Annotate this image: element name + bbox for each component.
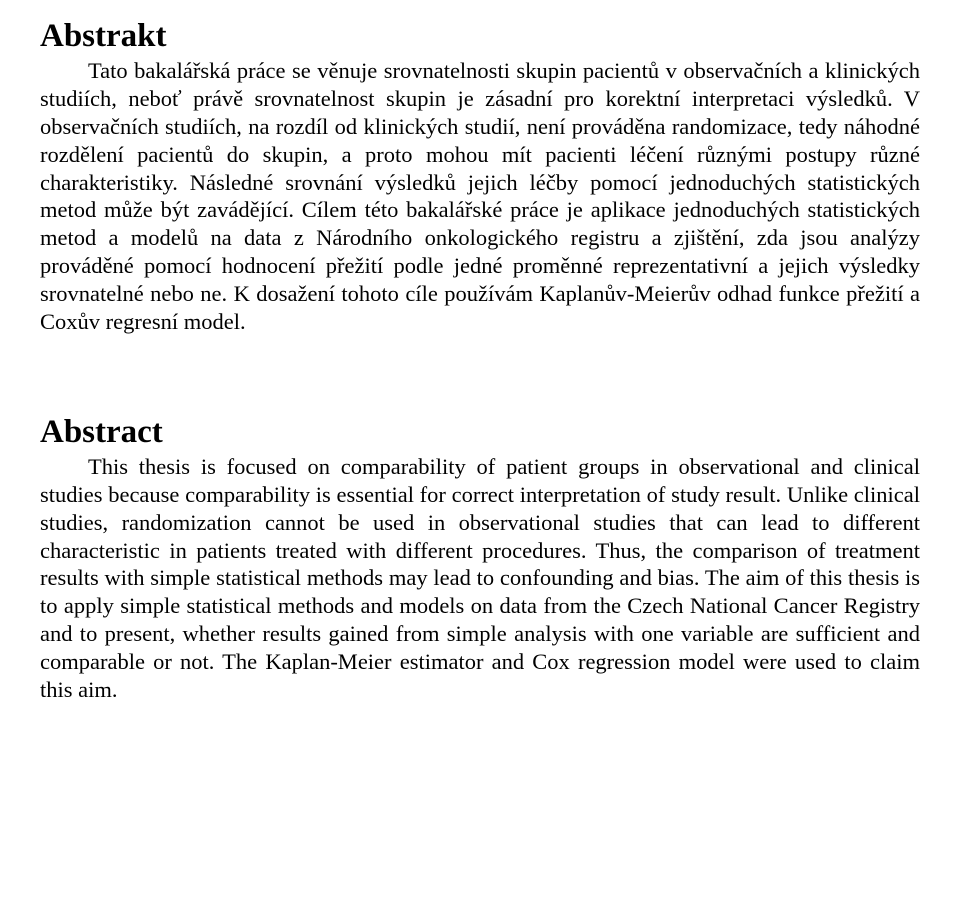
heading-abstract-en: Abstract bbox=[40, 414, 920, 451]
heading-abstrakt-cz: Abstrakt bbox=[40, 18, 920, 55]
document-page: Abstrakt Tato bakalářská práce se věnuje… bbox=[0, 0, 960, 924]
section-gap bbox=[40, 336, 920, 414]
paragraph-abstrakt-cz: Tato bakalářská práce se věnuje srovnate… bbox=[40, 57, 920, 336]
paragraph-abstract-en: This thesis is focused on comparability … bbox=[40, 453, 920, 704]
